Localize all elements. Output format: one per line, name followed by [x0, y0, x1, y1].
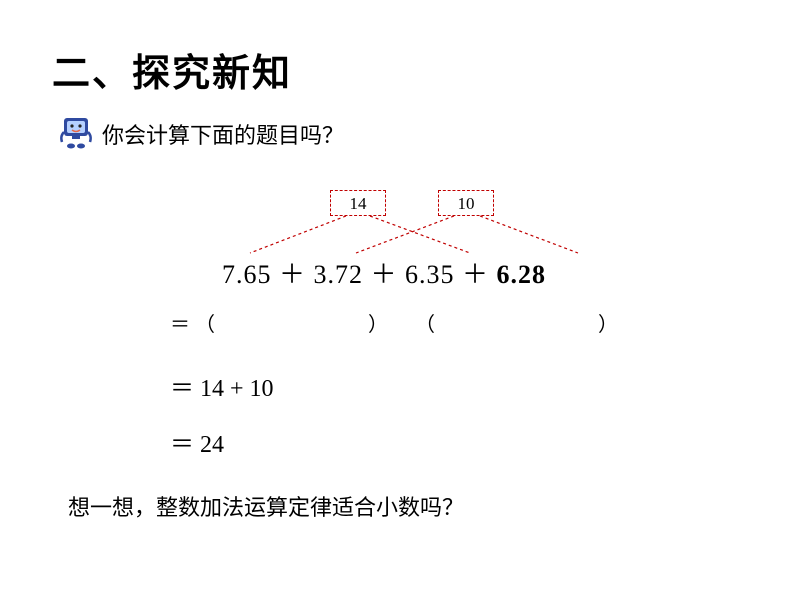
step2-text: ＝ 14 + 10: [170, 368, 274, 403]
step1-paren-r2: ）: [598, 308, 618, 337]
computer-mascot-icon: [58, 114, 94, 150]
main-expression: 7.65 ＋ 3.72 ＋ 6.35 ＋ 6.28: [222, 254, 546, 291]
num-3: 6.35: [405, 260, 455, 289]
section-title: 二、探究新知: [52, 42, 292, 97]
step1-paren-l1: （: [195, 308, 215, 337]
num-1: 7.65: [222, 260, 272, 289]
num-4: 6.28: [497, 260, 547, 289]
num-2: 3.72: [314, 260, 364, 289]
question-text: 你会计算下面的题目吗？: [102, 118, 344, 150]
step3-text: ＝ 24: [170, 424, 224, 459]
op-plus-2: ＋: [371, 260, 398, 289]
step1-paren-l2: （: [415, 308, 435, 337]
hint-box-1: 14: [330, 190, 386, 216]
think-prompt: 想一想，整数加法运算定律适合小数吗？: [68, 490, 464, 522]
step1-equals: ＝: [170, 308, 190, 337]
op-plus-3: ＋: [462, 260, 489, 289]
step1-paren-r1: ）: [368, 308, 388, 337]
hint-box-2: 10: [438, 190, 494, 216]
op-plus-1: ＋: [279, 260, 306, 289]
